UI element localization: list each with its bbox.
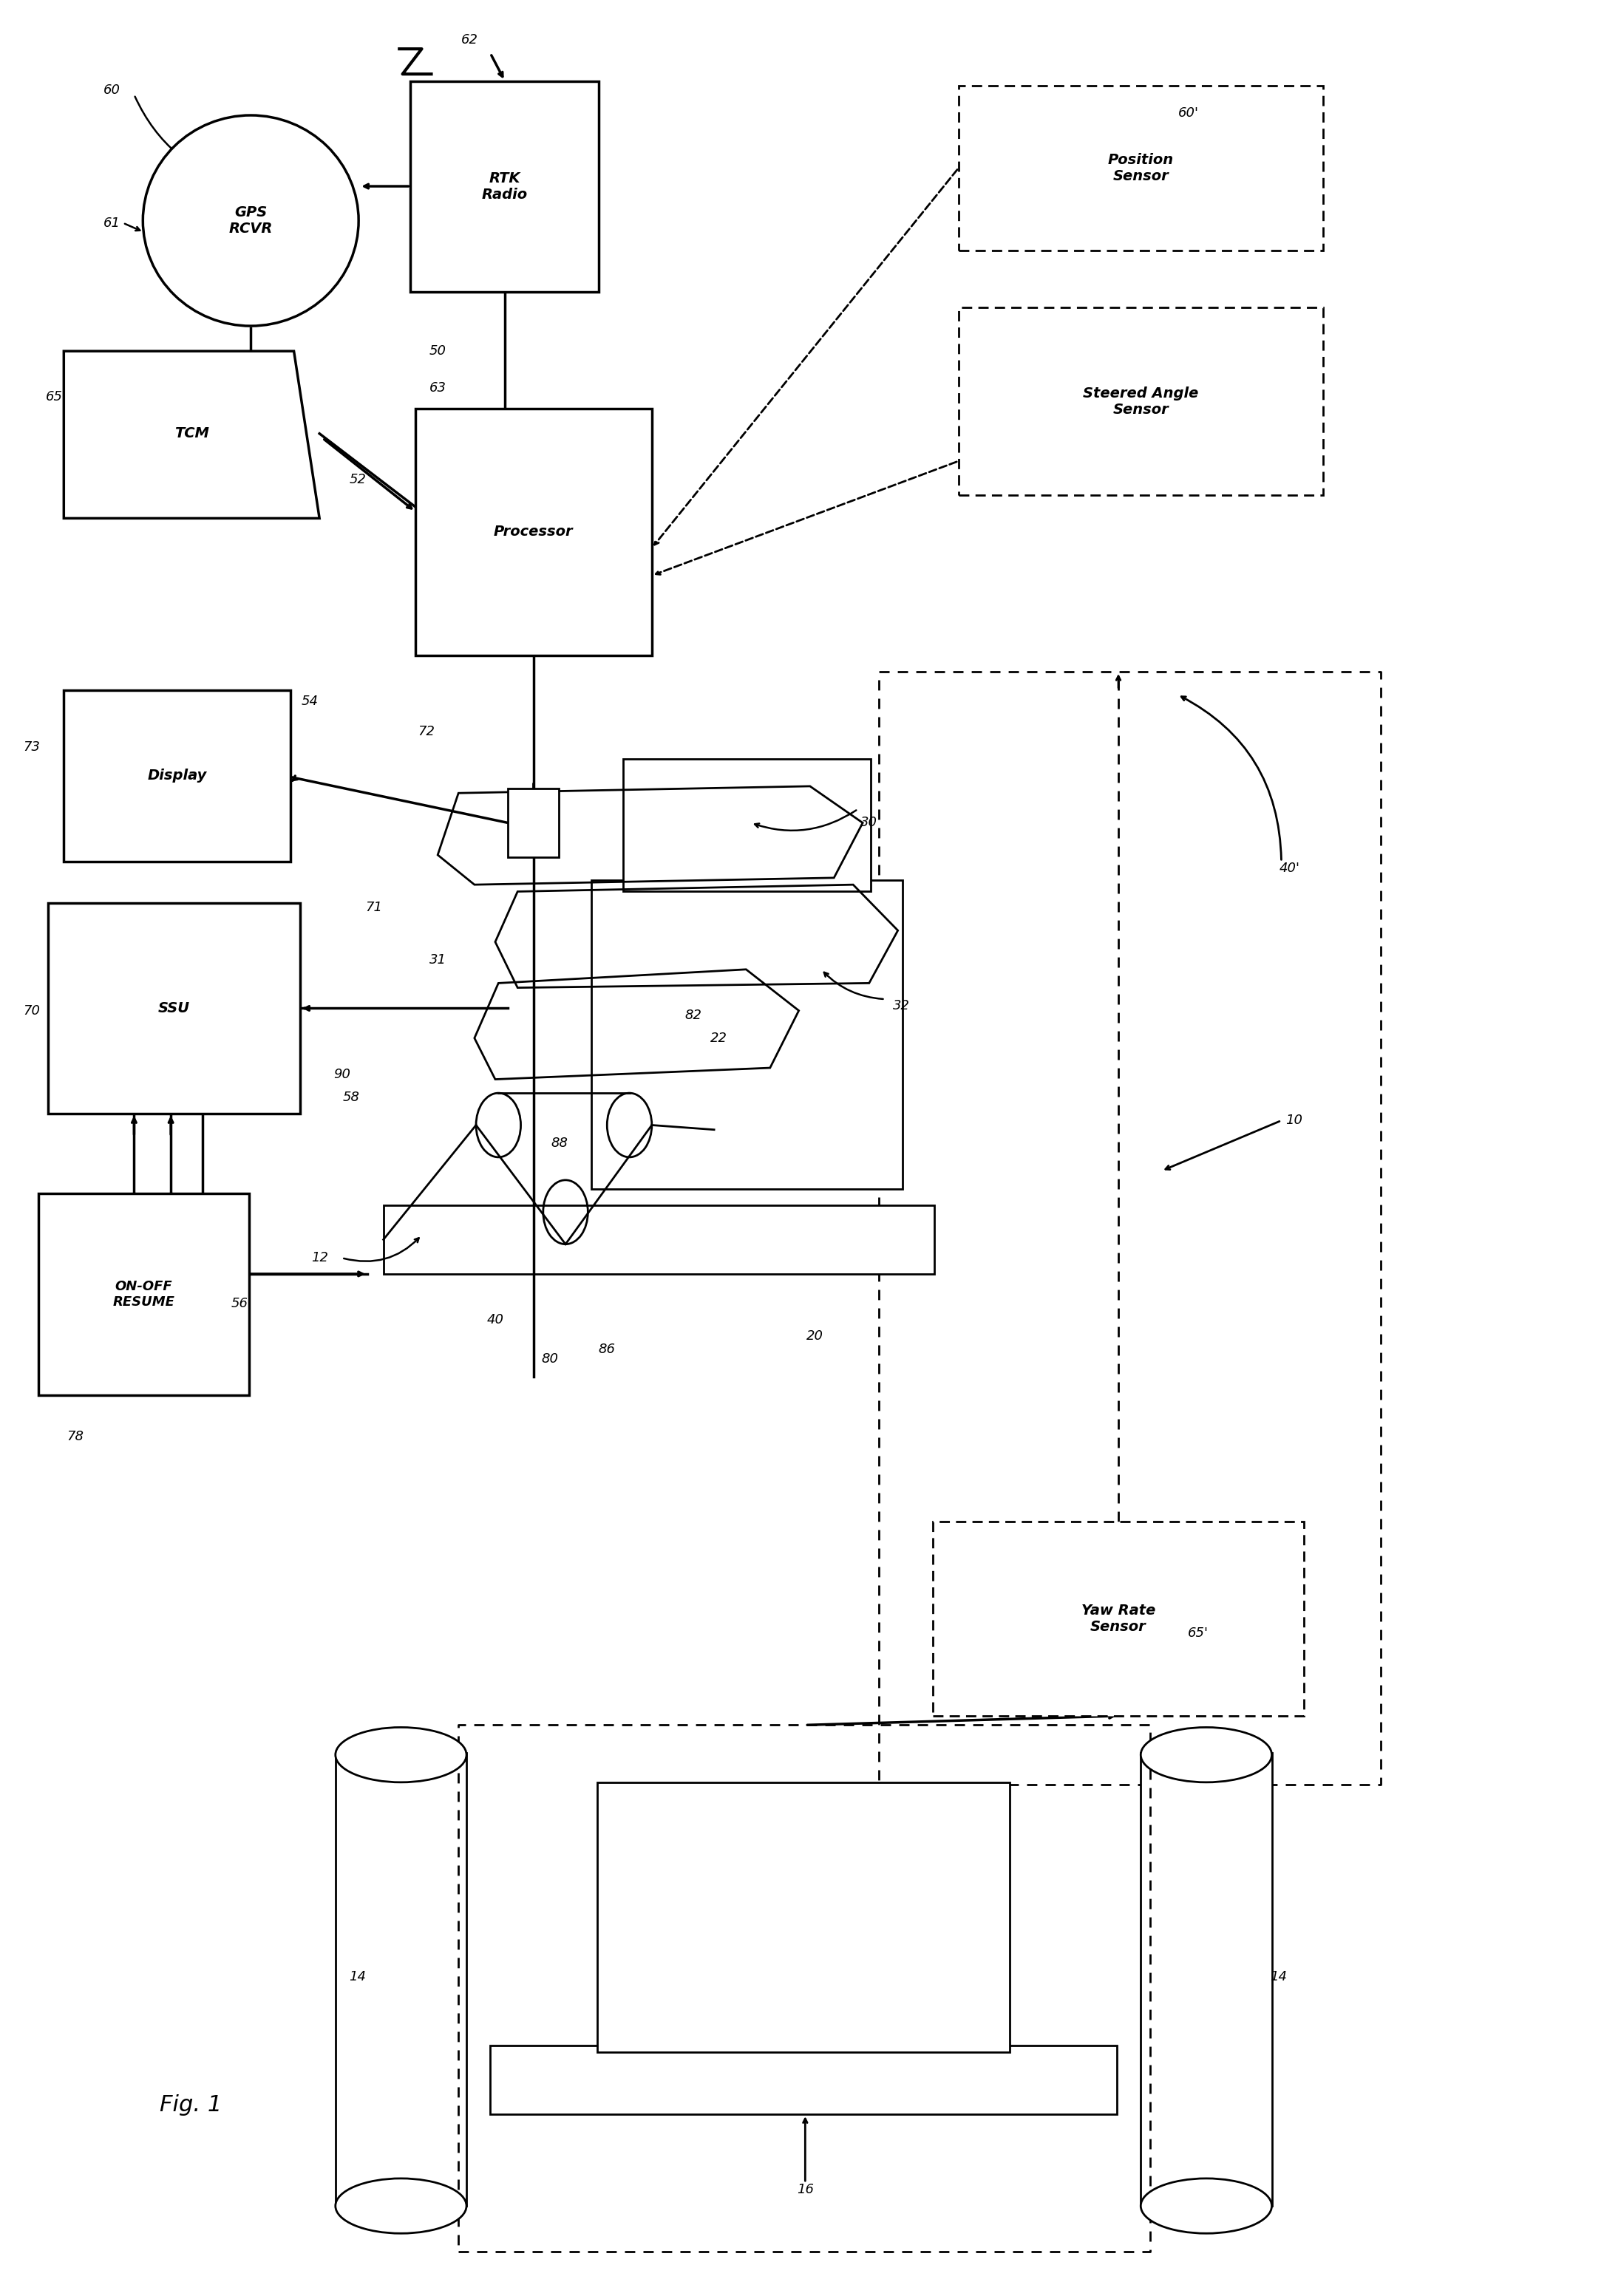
Bar (38, 1194, 249, 1396)
Ellipse shape (1140, 2179, 1272, 2234)
Text: 58: 58 (343, 1091, 359, 1104)
Text: 40': 40' (1278, 861, 1299, 875)
Text: 65': 65' (1189, 1628, 1208, 1639)
Text: 88: 88 (550, 1137, 568, 1150)
Bar (959, 85, 1323, 250)
Bar (1140, 1752, 1272, 2206)
Text: 32: 32 (892, 999, 909, 1013)
Text: 71: 71 (366, 900, 382, 914)
Text: 14: 14 (350, 1970, 366, 1984)
Text: 12: 12 (311, 1251, 327, 1265)
Text: 73: 73 (24, 742, 40, 753)
Text: 54: 54 (302, 696, 318, 707)
Bar (622, 758, 871, 891)
Text: 22: 22 (711, 1031, 727, 1045)
Polygon shape (64, 351, 319, 519)
Ellipse shape (143, 115, 359, 326)
Ellipse shape (1140, 1727, 1272, 1782)
Bar (934, 1522, 1304, 1715)
Text: Processor: Processor (494, 526, 573, 540)
Text: Display: Display (148, 769, 207, 783)
Text: Position
Sensor: Position Sensor (1108, 154, 1174, 184)
Ellipse shape (335, 1727, 467, 1782)
Text: 80: 80 (541, 1352, 558, 1366)
Bar (64, 691, 290, 861)
Bar (592, 879, 903, 1189)
Text: 52: 52 (350, 473, 366, 487)
Bar (491, 2046, 1116, 2115)
Text: 14: 14 (1270, 1970, 1286, 1984)
Text: Fig. 1: Fig. 1 (160, 2094, 221, 2117)
Text: 10: 10 (1286, 1114, 1302, 1127)
Text: SSU: SSU (159, 1001, 189, 1015)
Bar (415, 409, 651, 657)
Bar (411, 80, 598, 292)
Text: 78: 78 (66, 1430, 83, 1444)
Text: 65: 65 (45, 390, 63, 404)
Bar (508, 788, 560, 856)
Text: 30: 30 (861, 815, 877, 829)
Text: 63: 63 (430, 381, 446, 395)
Text: 20: 20 (807, 1329, 823, 1343)
Bar (959, 308, 1323, 496)
Bar (597, 1782, 1011, 2053)
Text: RTK
Radio: RTK Radio (481, 172, 528, 202)
Text: 72: 72 (419, 726, 435, 737)
Bar (335, 1752, 467, 2206)
Bar (383, 1205, 935, 1274)
Text: 86: 86 (598, 1343, 616, 1357)
Text: 70: 70 (24, 1003, 40, 1017)
Text: Yaw Rate
Sensor: Yaw Rate Sensor (1081, 1603, 1155, 1635)
Text: 50: 50 (430, 344, 446, 358)
Text: 40: 40 (486, 1313, 504, 1327)
Text: 56: 56 (231, 1297, 249, 1311)
Text: ON-OFF
RESUME: ON-OFF RESUME (112, 1281, 175, 1309)
Text: 90: 90 (334, 1068, 350, 1081)
Text: TCM: TCM (175, 427, 209, 441)
Text: 60': 60' (1179, 106, 1200, 119)
Text: 31: 31 (430, 953, 446, 967)
Ellipse shape (335, 2179, 467, 2234)
Text: 62: 62 (460, 32, 478, 46)
Bar (48, 902, 300, 1114)
Text: 16: 16 (797, 2183, 813, 2197)
Text: 60: 60 (103, 83, 120, 96)
Text: GPS
RCVR: GPS RCVR (229, 204, 273, 236)
Text: 82: 82 (685, 1008, 703, 1022)
Text: Steered Angle
Sensor: Steered Angle Sensor (1083, 386, 1198, 416)
Text: 61: 61 (103, 216, 120, 230)
